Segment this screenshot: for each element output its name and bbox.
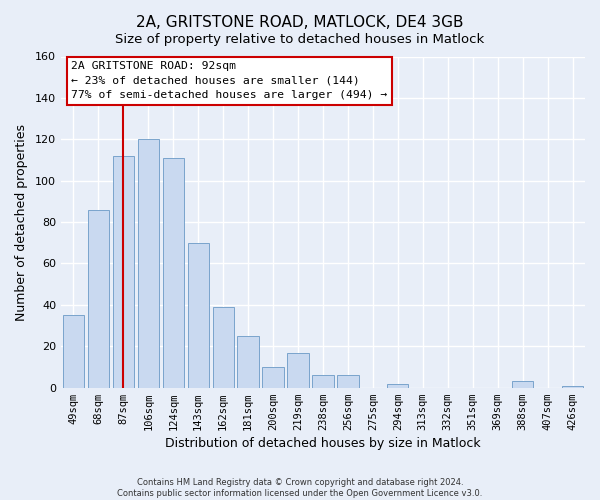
Y-axis label: Number of detached properties: Number of detached properties (15, 124, 28, 320)
Bar (337, 376, 359, 388)
Bar (63, 315, 84, 388)
Bar (212, 307, 234, 388)
Text: Size of property relative to detached houses in Matlock: Size of property relative to detached ho… (115, 32, 485, 46)
Bar (262, 367, 284, 388)
Bar (287, 352, 308, 388)
Bar (188, 243, 209, 388)
Bar (387, 384, 409, 388)
Bar (163, 158, 184, 388)
Bar (137, 140, 159, 388)
X-axis label: Distribution of detached houses by size in Matlock: Distribution of detached houses by size … (165, 437, 481, 450)
Bar (313, 376, 334, 388)
Text: Contains HM Land Registry data © Crown copyright and database right 2024.
Contai: Contains HM Land Registry data © Crown c… (118, 478, 482, 498)
Bar (113, 156, 134, 388)
Bar (512, 382, 533, 388)
Bar (562, 386, 583, 388)
Text: 2A GRITSTONE ROAD: 92sqm
← 23% of detached houses are smaller (144)
77% of semi-: 2A GRITSTONE ROAD: 92sqm ← 23% of detach… (71, 62, 388, 100)
Bar (238, 336, 259, 388)
Bar (88, 210, 109, 388)
Text: 2A, GRITSTONE ROAD, MATLOCK, DE4 3GB: 2A, GRITSTONE ROAD, MATLOCK, DE4 3GB (136, 15, 464, 30)
